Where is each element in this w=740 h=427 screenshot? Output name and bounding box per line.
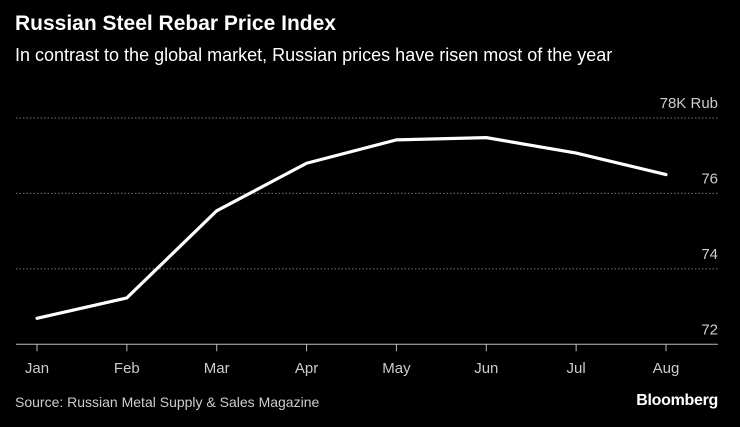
- x-tick-label: Aug: [653, 360, 680, 377]
- y-tick-label: 74: [701, 246, 718, 263]
- x-tick-label: Jun: [474, 360, 498, 377]
- x-tick-label: Jul: [567, 360, 586, 377]
- x-tick-label: May: [382, 360, 411, 377]
- price-line: [35, 136, 668, 320]
- x-tick-label: Mar: [204, 360, 230, 377]
- x-tick-label: Apr: [295, 360, 318, 377]
- y-tick-label: 76: [701, 170, 718, 187]
- y-tick-label: 78K Rub: [660, 95, 718, 112]
- y-tick-label: 72: [701, 321, 718, 338]
- source-note: Source: Russian Metal Supply & Sales Mag…: [15, 394, 320, 410]
- chart-title: Russian Steel Rebar Price Index: [15, 12, 336, 35]
- x-tick-label: Feb: [114, 360, 140, 377]
- chart-subtitle: In contrast to the global market, Russia…: [15, 45, 613, 65]
- bloomberg-logo: Bloomberg: [636, 392, 718, 409]
- x-tick-label: Jan: [25, 360, 49, 377]
